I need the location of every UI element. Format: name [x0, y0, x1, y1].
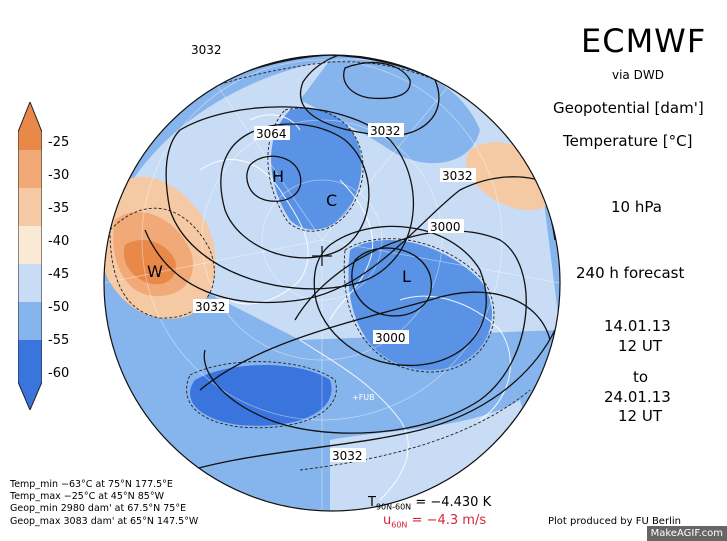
colorbar-swatch	[18, 150, 42, 188]
temperature-region-coldest	[190, 365, 332, 426]
colorbar-swatch	[18, 188, 42, 226]
colorbar-swatch	[18, 264, 42, 302]
colorbar-label: -30	[48, 168, 70, 183]
to-label: to	[633, 368, 649, 386]
colorbar-label: -45	[48, 267, 70, 282]
colorbar-label: -40	[48, 234, 70, 249]
low-center-label: L	[402, 267, 411, 286]
mean-temp-value: = −4.430 K	[415, 495, 492, 510]
temperature-region-cold	[271, 108, 362, 230]
colorbar-swatch	[18, 340, 42, 410]
contour-label: 3032	[332, 449, 363, 463]
colorbar-label: -50	[48, 300, 70, 315]
temperature-region-light-south	[330, 400, 540, 511]
north-pole-marker	[312, 246, 332, 266]
warm-center-label: W	[147, 262, 163, 281]
contour-label: 3064	[256, 127, 287, 141]
data-source: via DWD	[612, 68, 664, 82]
colorbar-swatch	[18, 102, 42, 150]
contour-label: 3000	[375, 331, 406, 345]
plot-credit: Plot produced by FU Berlin	[548, 516, 681, 527]
valid-time: 12 UT	[618, 407, 662, 425]
colorbar-label: -55	[48, 333, 70, 348]
contour-label: 3032	[191, 43, 222, 57]
mean-temperature: T90N-60N = −4.430 K	[368, 495, 491, 512]
field-label-temperature: Temperature [°C]	[563, 132, 693, 150]
geop-min: Geop_min 2980 dam' at 67.5°N 75°E	[10, 503, 187, 515]
mean-zonal-wind: u60N = −4.3 m/s	[383, 513, 486, 530]
mean-temp-symbol: T	[368, 495, 376, 510]
colorbar-swatch	[18, 226, 42, 264]
high-center-label: H	[272, 167, 284, 186]
lat-lon-grid	[104, 59, 560, 511]
init-date: 14.01.13	[604, 317, 671, 335]
pressure-center-group: H C W L	[147, 167, 411, 286]
init-time: 12 UT	[618, 337, 662, 355]
geop-max: Geop_max 3083 dam' at 65°N 147.5°W	[10, 515, 199, 527]
contour-label-group: 3032 3032 3064 3032 3000 3032 3000 3032	[189, 42, 476, 463]
contour-label: 3000	[430, 220, 461, 234]
model-title: ECMWF	[581, 22, 707, 60]
field-statistics: Temp_min −63°C at 75°N 177.5°E Temp_max …	[10, 479, 198, 528]
temperature-region-warmest	[123, 240, 176, 285]
mean-wind-value: = −4.3 m/s	[411, 513, 487, 528]
mean-wind-subscript: 60N	[391, 520, 408, 530]
mean-wind-symbol: u	[383, 513, 392, 528]
valid-date: 24.01.13	[604, 388, 671, 406]
temperature-region-mid	[300, 59, 480, 164]
mean-temp-subscript: 90N-60N	[375, 502, 412, 512]
temperature-colorbar	[18, 102, 42, 410]
colorbar-label: -25	[48, 135, 70, 150]
field-label-geopotential: Geopotential [dam']	[553, 99, 704, 117]
watermark: MakeAGIF.com	[646, 526, 727, 541]
forecast-range: 240 h forecast	[576, 264, 685, 282]
colorbar-label: -60	[48, 366, 70, 381]
colorbar-label: -35	[48, 201, 70, 216]
temp-min: Temp_min −63°C at 75°N 177.5°E	[10, 479, 173, 490]
pressure-level: 10 hPa	[611, 198, 662, 216]
station-label: +FUB	[352, 393, 375, 402]
cold-center-label: C	[326, 191, 337, 210]
contour-label: 3032	[370, 124, 401, 138]
temp-max: Temp_max −25°C at 45°N 85°W	[10, 491, 164, 503]
colorbar-swatch	[18, 302, 42, 340]
contour-label: 3032	[442, 169, 473, 183]
contour-label: 3032	[195, 300, 226, 314]
map-border	[103, 54, 561, 512]
